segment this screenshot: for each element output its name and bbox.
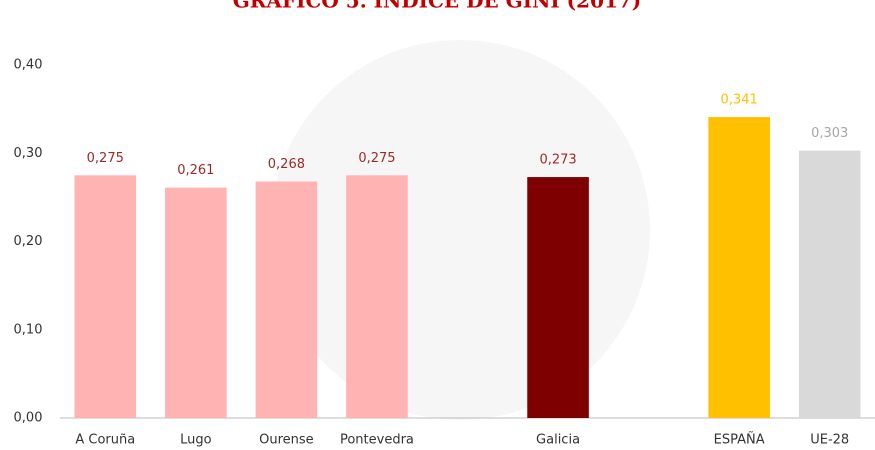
y-tick-label: 0,30 — [14, 146, 43, 161]
data-label: 0,261 — [177, 163, 214, 178]
bar — [527, 177, 589, 418]
y-tick-label: 0,20 — [14, 234, 43, 249]
x-tick-label: UE-28 — [810, 433, 849, 448]
data-label: 0,275 — [87, 151, 124, 166]
x-tick-label: A Coruña — [75, 433, 135, 448]
chart-title: GRÁFICO 5. ÍNDICE DE GINI (2017) — [233, 0, 642, 13]
bar — [708, 117, 770, 418]
bar — [165, 188, 227, 418]
y-tick-label: 0,10 — [14, 322, 43, 337]
data-label: 0,303 — [811, 126, 848, 141]
x-tick-label: Ourense — [259, 433, 314, 448]
chart: GRÁFICO 5. ÍNDICE DE GINI (2017) 0,00 0,1… — [0, 0, 875, 450]
bar — [74, 175, 136, 418]
y-tick-label: 0,00 — [14, 411, 43, 426]
x-tick-label: Lugo — [180, 433, 212, 448]
data-label: 0,275 — [358, 151, 395, 166]
data-label: 0,273 — [539, 153, 576, 168]
data-label: 0,341 — [721, 93, 758, 108]
data-label: 0,268 — [268, 157, 305, 172]
bar — [256, 181, 318, 418]
background-illustration — [270, 40, 650, 420]
bar — [346, 175, 408, 418]
x-tick-label: Galicia — [536, 433, 580, 448]
x-tick-label: Pontevedra — [340, 433, 414, 448]
x-tick-label: ESPAÑA — [714, 432, 765, 448]
bar — [799, 151, 861, 418]
y-tick-label: 0,40 — [14, 58, 43, 73]
